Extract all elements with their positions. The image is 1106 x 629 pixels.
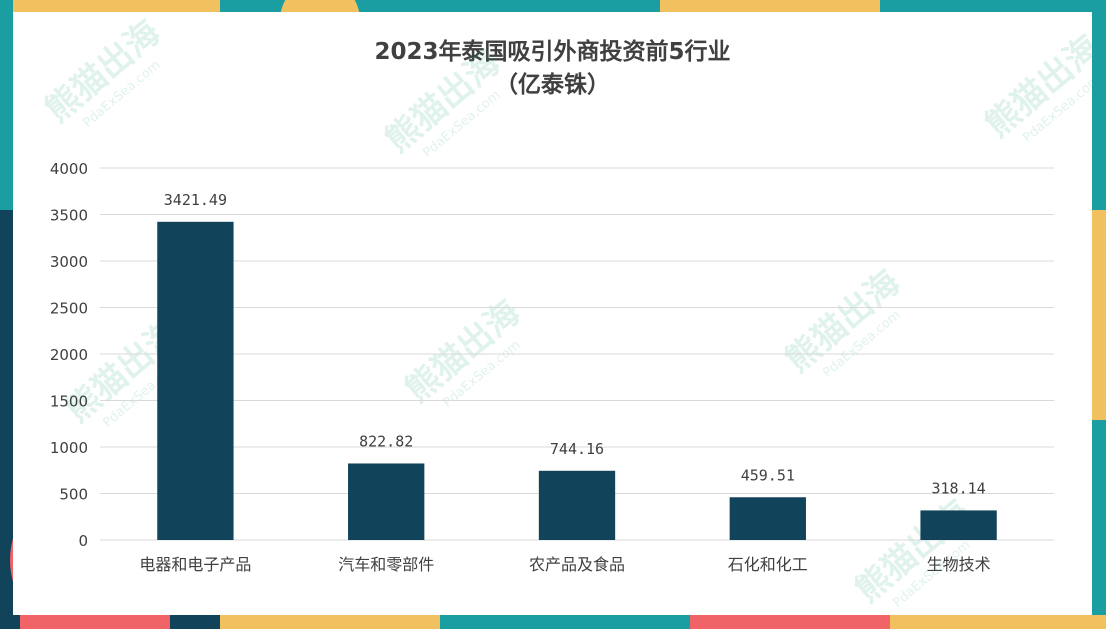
y-tick-label: 500 bbox=[59, 486, 88, 504]
frame-yellow-bottom bbox=[220, 615, 440, 629]
data-label: 822.82 bbox=[359, 432, 413, 450]
y-tick-label: 1500 bbox=[50, 393, 88, 411]
y-tick-label: 3500 bbox=[50, 207, 88, 225]
y-tick-label: 0 bbox=[78, 532, 88, 550]
x-tick-label: 汽车和零部件 bbox=[338, 555, 434, 574]
frame-yellow-right bbox=[1092, 210, 1106, 420]
frame-teal-right bbox=[1092, 0, 1106, 210]
bar bbox=[920, 510, 997, 540]
chart-title-line2: （亿泰铢） bbox=[495, 72, 610, 98]
frame-yellow-bottom-2 bbox=[890, 615, 1106, 629]
data-label: 3421.49 bbox=[164, 191, 227, 209]
frame-navy-left bbox=[0, 210, 13, 629]
y-tick-label: 2000 bbox=[50, 346, 88, 364]
bar bbox=[729, 497, 806, 540]
data-labels: 3421.49 822.82 744.16 459.51 318.14 bbox=[164, 191, 986, 498]
x-tick-label: 生物技术 bbox=[927, 555, 991, 574]
data-label: 459.51 bbox=[741, 466, 795, 484]
frame-teal-bottom bbox=[440, 615, 690, 629]
x-tick-label: 石化和化工 bbox=[728, 555, 808, 574]
bars bbox=[157, 221, 997, 540]
bar bbox=[538, 470, 616, 540]
x-tick-label: 电器和电子产品 bbox=[139, 555, 251, 574]
frame-coral-bottom-2 bbox=[690, 615, 890, 629]
bar bbox=[348, 463, 425, 540]
data-label: 318.14 bbox=[932, 479, 986, 497]
frame-teal-right-low bbox=[1092, 420, 1106, 629]
data-label: 744.16 bbox=[550, 440, 604, 458]
y-tick-label: 4000 bbox=[50, 160, 88, 178]
frame-teal-left bbox=[0, 0, 13, 210]
frame-teal-top-right bbox=[880, 0, 1106, 12]
bar bbox=[157, 221, 234, 540]
grid-lines bbox=[100, 167, 1054, 541]
y-axis: 0 500 1000 1500 2000 2500 3000 3500 4000 bbox=[50, 160, 88, 550]
x-tick-label: 农产品及食品 bbox=[529, 555, 625, 574]
y-tick-label: 1000 bbox=[50, 439, 88, 457]
y-tick-label: 3000 bbox=[50, 253, 88, 271]
chart-title: 2023年泰国吸引外商投资前5行业 （亿泰铢） bbox=[13, 34, 1092, 100]
x-axis: 电器和电子产品 汽车和零部件 农产品及食品 石化和化工 生物技术 bbox=[139, 555, 990, 574]
chart-title-line1: 2023年泰国吸引外商投资前5行业 bbox=[374, 39, 731, 65]
y-tick-label: 2500 bbox=[50, 300, 88, 318]
